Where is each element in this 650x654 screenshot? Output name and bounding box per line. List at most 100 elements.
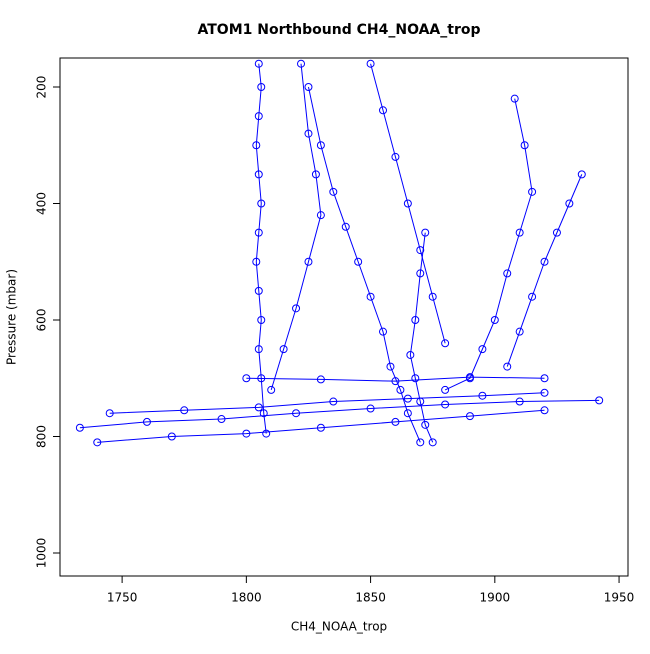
data-point bbox=[540, 257, 549, 266]
profile-line bbox=[246, 376, 545, 382]
data-point bbox=[465, 412, 474, 421]
data-point bbox=[503, 269, 512, 278]
data-point bbox=[316, 423, 325, 432]
data-point bbox=[304, 129, 313, 138]
data-point bbox=[411, 374, 420, 383]
data-point bbox=[329, 187, 338, 196]
x-tick-label: 1750 bbox=[107, 591, 138, 605]
data-point bbox=[577, 170, 586, 179]
data-point bbox=[292, 409, 301, 418]
data-point bbox=[396, 385, 405, 394]
x-tick-label: 1800 bbox=[231, 591, 262, 605]
profile-line bbox=[255, 63, 267, 434]
data-point bbox=[242, 429, 251, 438]
data-point bbox=[257, 83, 266, 92]
data-point bbox=[515, 327, 524, 336]
data-point bbox=[254, 403, 263, 412]
profile-line bbox=[270, 63, 322, 391]
data-point bbox=[403, 394, 412, 403]
data-point bbox=[252, 257, 261, 266]
data-point bbox=[366, 292, 375, 301]
data-point bbox=[292, 304, 301, 313]
y-tick-label: 1000 bbox=[35, 538, 49, 569]
data-point bbox=[528, 292, 537, 301]
x-tick-label: 1900 bbox=[480, 591, 511, 605]
data-point bbox=[403, 409, 412, 418]
data-point bbox=[386, 362, 395, 371]
data-point bbox=[257, 315, 266, 324]
data-point bbox=[341, 222, 350, 231]
data-point bbox=[311, 170, 320, 179]
data-point bbox=[391, 417, 400, 426]
profile-line bbox=[307, 86, 421, 443]
data-point bbox=[421, 228, 430, 237]
data-point bbox=[105, 409, 114, 418]
data-point bbox=[416, 246, 425, 255]
data-point bbox=[267, 385, 276, 394]
data-point bbox=[540, 374, 549, 383]
data-point bbox=[316, 211, 325, 220]
x-axis-label: CH4_NOAA_trop bbox=[291, 620, 387, 634]
data-point bbox=[510, 94, 519, 103]
data-point bbox=[411, 315, 420, 324]
data-point bbox=[503, 362, 512, 371]
data-point bbox=[366, 404, 375, 413]
data-point bbox=[391, 152, 400, 161]
data-point bbox=[354, 257, 363, 266]
data-point bbox=[391, 377, 400, 386]
data-point bbox=[254, 286, 263, 295]
x-tick-label: 1850 bbox=[355, 591, 386, 605]
data-point bbox=[142, 417, 151, 426]
data-point bbox=[441, 385, 450, 394]
profile-line bbox=[444, 98, 533, 391]
data-point bbox=[565, 199, 574, 208]
data-point bbox=[379, 327, 388, 336]
y-tick-label: 800 bbox=[35, 425, 49, 448]
data-point bbox=[403, 199, 412, 208]
data-point bbox=[254, 59, 263, 68]
data-point bbox=[304, 83, 313, 92]
data-point bbox=[540, 388, 549, 397]
data-point bbox=[279, 345, 288, 354]
data-point bbox=[297, 59, 306, 68]
data-point bbox=[252, 141, 261, 150]
data-point bbox=[441, 400, 450, 409]
data-point bbox=[329, 397, 338, 406]
data-point bbox=[421, 420, 430, 429]
data-point bbox=[540, 406, 549, 415]
data-point bbox=[93, 438, 102, 447]
data-point bbox=[366, 59, 375, 68]
data-point bbox=[167, 432, 176, 441]
profile-line bbox=[97, 409, 545, 443]
data-point bbox=[520, 141, 529, 150]
data-point bbox=[528, 187, 537, 196]
data-point bbox=[316, 141, 325, 150]
data-point bbox=[316, 375, 325, 384]
data-point bbox=[254, 345, 263, 354]
y-axis-label: Pressure (mbar) bbox=[5, 269, 19, 365]
data-point bbox=[406, 350, 415, 359]
data-point bbox=[552, 228, 561, 237]
data-point bbox=[304, 257, 313, 266]
data-point bbox=[180, 406, 189, 415]
data-point bbox=[242, 374, 251, 383]
data-point bbox=[254, 170, 263, 179]
data-point bbox=[416, 438, 425, 447]
data-point bbox=[75, 423, 84, 432]
data-point bbox=[257, 199, 266, 208]
data-point bbox=[478, 345, 487, 354]
x-tick-label: 1950 bbox=[604, 591, 635, 605]
data-point bbox=[595, 396, 604, 405]
profile-line bbox=[79, 399, 600, 429]
y-tick-label: 400 bbox=[35, 192, 49, 215]
data-point bbox=[441, 339, 450, 348]
data-point bbox=[490, 315, 499, 324]
data-point bbox=[465, 373, 474, 382]
data-point bbox=[416, 269, 425, 278]
data-point bbox=[379, 106, 388, 115]
data-point bbox=[478, 391, 487, 400]
data-point bbox=[254, 112, 263, 121]
data-point bbox=[428, 438, 437, 447]
